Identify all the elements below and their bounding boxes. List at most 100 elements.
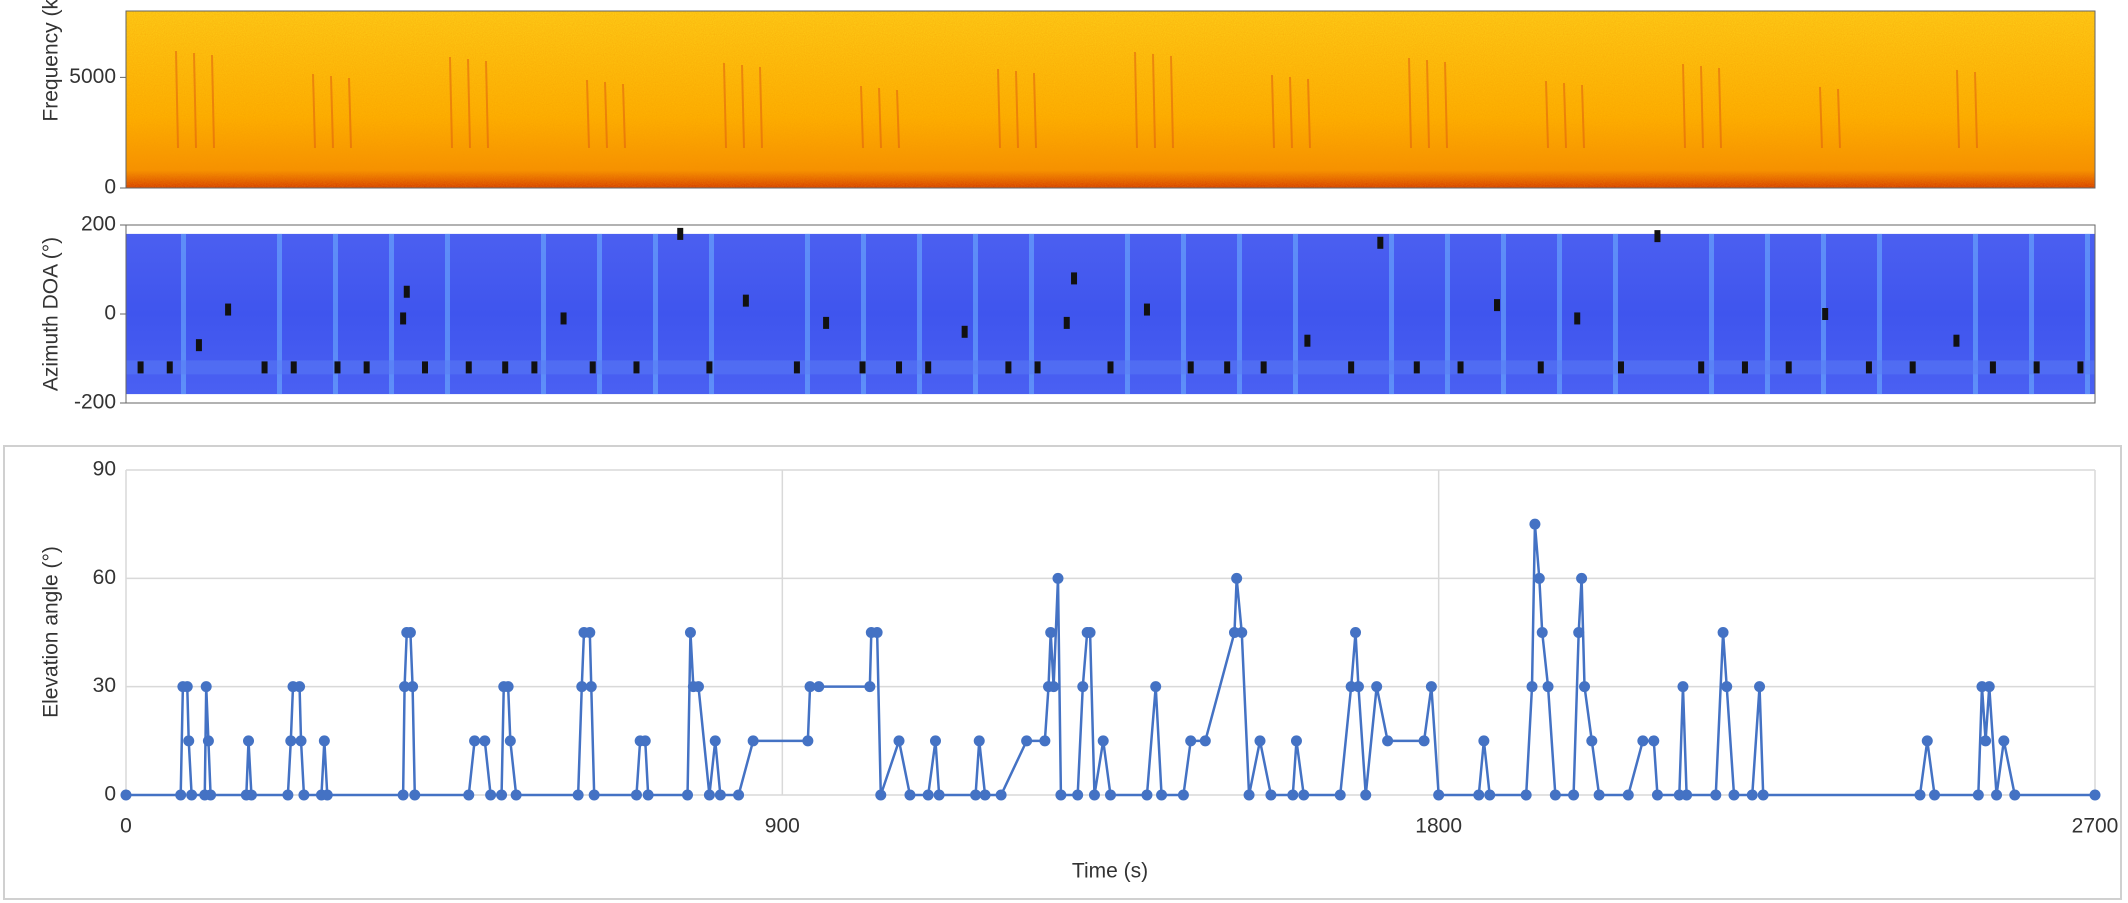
detection bbox=[742, 294, 749, 307]
point bbox=[864, 681, 876, 693]
detection bbox=[1989, 361, 1996, 374]
detection bbox=[1224, 361, 1231, 374]
stripe bbox=[1557, 233, 1562, 395]
point bbox=[1929, 789, 1941, 801]
stripe bbox=[805, 233, 810, 395]
point bbox=[1088, 789, 1100, 801]
detection bbox=[1413, 361, 1420, 374]
detection bbox=[1909, 361, 1916, 374]
y-axis-label: Azimuth DOA (°) bbox=[40, 237, 63, 391]
point bbox=[1371, 681, 1383, 693]
stripe bbox=[1181, 233, 1186, 395]
point bbox=[813, 681, 825, 693]
point bbox=[630, 789, 642, 801]
point bbox=[1648, 735, 1660, 747]
point bbox=[1651, 789, 1663, 801]
point bbox=[871, 627, 883, 638]
stripe bbox=[973, 233, 978, 395]
point bbox=[684, 627, 696, 638]
detection bbox=[1654, 230, 1661, 243]
point bbox=[1484, 789, 1496, 801]
point bbox=[245, 789, 257, 801]
point bbox=[120, 789, 132, 801]
spectrogram-noise bbox=[126, 11, 2095, 188]
point bbox=[1105, 789, 1116, 801]
point bbox=[294, 681, 306, 693]
point bbox=[243, 735, 255, 747]
detection bbox=[1143, 303, 1150, 316]
point bbox=[692, 681, 704, 693]
detection bbox=[859, 361, 866, 374]
point bbox=[1473, 789, 1485, 801]
stripe bbox=[1613, 233, 1618, 395]
point bbox=[973, 735, 985, 747]
detection bbox=[290, 361, 297, 374]
streak bbox=[449, 56, 453, 149]
detection bbox=[137, 361, 144, 374]
point bbox=[714, 789, 726, 801]
point bbox=[1681, 789, 1693, 801]
stripe bbox=[653, 233, 658, 395]
point bbox=[318, 735, 330, 747]
point bbox=[200, 681, 212, 693]
point bbox=[1077, 681, 1089, 693]
detection bbox=[823, 316, 830, 329]
streak bbox=[1015, 70, 1019, 149]
streak bbox=[175, 50, 179, 149]
point bbox=[1298, 789, 1310, 801]
streak bbox=[997, 68, 1001, 149]
point bbox=[1150, 681, 1162, 693]
detection bbox=[589, 361, 596, 374]
stripe bbox=[181, 233, 186, 395]
point bbox=[970, 789, 982, 801]
detection bbox=[465, 361, 472, 374]
detection bbox=[560, 312, 567, 325]
detection bbox=[421, 361, 428, 374]
streak bbox=[211, 54, 215, 149]
point bbox=[321, 789, 333, 801]
point bbox=[1677, 681, 1689, 693]
point bbox=[979, 789, 991, 801]
point bbox=[1579, 681, 1591, 693]
point bbox=[588, 789, 600, 801]
detection bbox=[166, 361, 173, 374]
y-tick-label: 60 bbox=[93, 566, 116, 589]
point bbox=[682, 789, 694, 801]
point bbox=[1156, 789, 1168, 801]
streak bbox=[1682, 63, 1686, 149]
point bbox=[802, 735, 814, 747]
plot-frame bbox=[125, 10, 2096, 189]
stripe bbox=[445, 233, 450, 395]
point bbox=[1914, 789, 1926, 801]
detection bbox=[2077, 361, 2084, 374]
x-axis-label: Time (s) bbox=[1072, 860, 1148, 883]
detection bbox=[1953, 334, 1960, 347]
streak bbox=[1718, 67, 1722, 149]
point bbox=[183, 735, 195, 747]
point bbox=[1998, 735, 2010, 747]
point bbox=[1991, 789, 2003, 801]
streak bbox=[467, 58, 471, 149]
point bbox=[584, 627, 596, 638]
point bbox=[1757, 789, 1769, 801]
point bbox=[1141, 789, 1153, 801]
point bbox=[1425, 681, 1437, 693]
streak bbox=[1408, 57, 1412, 149]
detection bbox=[1574, 312, 1581, 325]
streak bbox=[1033, 72, 1037, 149]
point bbox=[1231, 572, 1243, 584]
point bbox=[1045, 627, 1057, 638]
point bbox=[1254, 735, 1266, 747]
point bbox=[1039, 735, 1051, 747]
streak bbox=[1974, 71, 1978, 149]
point bbox=[205, 789, 217, 801]
stripe bbox=[917, 233, 922, 395]
point bbox=[1526, 681, 1538, 693]
stripe bbox=[1709, 233, 1714, 395]
stripe bbox=[1877, 233, 1882, 395]
detection bbox=[1034, 361, 1041, 374]
detection bbox=[1785, 361, 1792, 374]
streak bbox=[1444, 61, 1448, 149]
point bbox=[747, 735, 759, 747]
